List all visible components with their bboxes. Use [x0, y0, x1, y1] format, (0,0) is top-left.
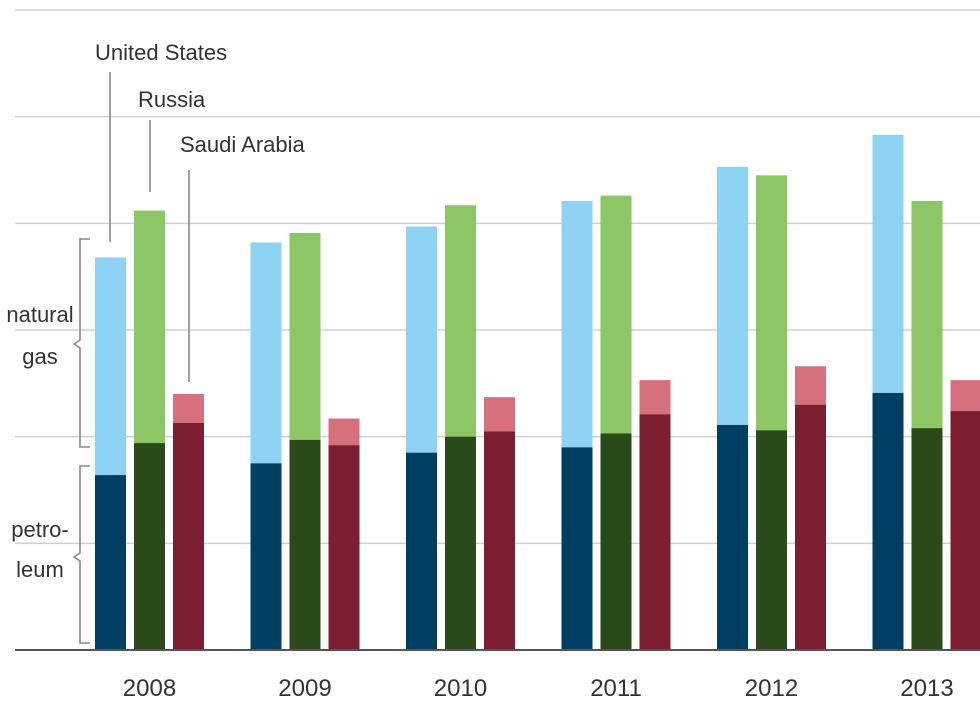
- bar-natural-gas: [600, 195, 632, 434]
- bar-petroleum: [717, 424, 748, 650]
- bar-petroleum: [795, 404, 826, 650]
- label-leum: leum: [16, 557, 64, 582]
- bar-natural-gas: [250, 242, 282, 464]
- bars: [95, 134, 980, 650]
- bar-natural-gas: [445, 205, 476, 437]
- annotations: natural gas petro- leum United States Ru…: [6, 40, 306, 644]
- natural-gas-bracket: [72, 238, 90, 448]
- bar-natural-gas: [173, 394, 204, 423]
- bar-natural-gas: [872, 134, 904, 393]
- bar-natural-gas: [911, 200, 943, 429]
- label-russia: Russia: [138, 87, 206, 112]
- bar-petroleum: [406, 452, 437, 650]
- bar-petroleum: [872, 392, 904, 650]
- bar-petroleum: [756, 430, 787, 650]
- bar-natural-gas: [289, 232, 321, 440]
- bar-natural-gas: [134, 210, 165, 444]
- bar-petroleum: [134, 443, 165, 650]
- bar-natural-gas: [95, 257, 126, 476]
- bar-petroleum: [911, 428, 943, 650]
- bar-petroleum: [95, 475, 126, 650]
- bar-natural-gas: [795, 366, 826, 405]
- bar-petroleum: [600, 433, 632, 650]
- bar-petroleum: [950, 411, 980, 650]
- label-united-states: United States: [95, 40, 227, 65]
- x-tick-label: 2010: [434, 675, 487, 702]
- x-axis: 2008 2009 2010 2011 2012 2013: [15, 649, 980, 702]
- x-tick-label: 2012: [745, 675, 798, 702]
- bar-natural-gas: [717, 166, 748, 425]
- x-tick-label: 2009: [278, 675, 331, 702]
- label-gas: gas: [22, 344, 57, 369]
- bar-petroleum: [484, 431, 515, 650]
- bar-petroleum: [289, 439, 321, 650]
- petroleum-bracket: [72, 465, 90, 644]
- bar-natural-gas: [484, 397, 515, 432]
- bar-petroleum: [445, 436, 476, 650]
- label-natural: natural: [6, 302, 73, 327]
- bar-natural-gas: [561, 200, 593, 448]
- x-tick-label: 2011: [590, 675, 642, 702]
- bar-natural-gas: [950, 380, 980, 412]
- bar-natural-gas: [756, 175, 787, 431]
- label-saudi-arabia: Saudi Arabia: [180, 132, 306, 157]
- x-tick-label: 2008: [123, 675, 176, 702]
- bar-petroleum: [561, 447, 593, 650]
- label-petro: petro-: [11, 517, 68, 542]
- x-tick-label: 2013: [900, 675, 953, 702]
- bar-petroleum: [250, 463, 282, 650]
- bar-natural-gas: [328, 418, 360, 446]
- bar-petroleum: [328, 445, 360, 650]
- bar-petroleum: [639, 414, 671, 650]
- bar-natural-gas: [639, 380, 671, 415]
- bar-petroleum: [173, 422, 204, 650]
- bar-natural-gas: [406, 226, 437, 453]
